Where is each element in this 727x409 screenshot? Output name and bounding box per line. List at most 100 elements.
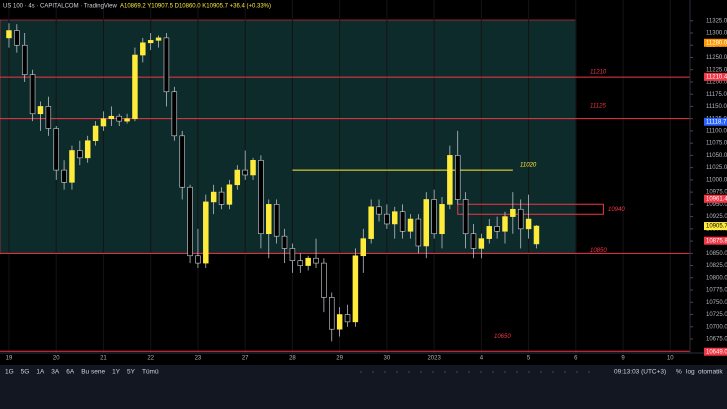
candle-body bbox=[100, 118, 107, 127]
log-toggle[interactable]: log bbox=[686, 369, 695, 376]
candle-body bbox=[132, 54, 138, 119]
candle-body bbox=[329, 297, 335, 330]
range-button[interactable]: 1G bbox=[5, 369, 14, 376]
x-tick-label: 9 bbox=[621, 356, 625, 362]
candle-body bbox=[289, 248, 296, 261]
range-button[interactable]: 1Y bbox=[112, 369, 121, 376]
price-label-bg bbox=[704, 38, 727, 47]
candle-body bbox=[53, 128, 59, 171]
y-tick-label: 10975.0 bbox=[706, 190, 727, 196]
toolbar bbox=[0, 365, 727, 409]
x-tick-label: 6 bbox=[574, 356, 578, 362]
candle-body bbox=[533, 225, 540, 245]
ohlc: A10869.2 Y10907.5 D10860.0 K10905.7 +36.… bbox=[120, 4, 271, 10]
candle-body bbox=[344, 314, 351, 323]
price-label: 11210.4 bbox=[706, 74, 727, 80]
x-tick-label: 2023 bbox=[427, 356, 441, 362]
candle-body bbox=[210, 191, 217, 203]
price-label-bg bbox=[704, 117, 727, 126]
candle-body bbox=[77, 150, 83, 159]
price-label-bg bbox=[704, 194, 727, 203]
y-tick-label: 10775.0 bbox=[706, 288, 727, 294]
candle-body bbox=[250, 159, 256, 176]
candle-body bbox=[447, 155, 453, 205]
candle-body bbox=[140, 42, 146, 56]
range-button[interactable]: Bu sene bbox=[81, 369, 105, 376]
candle-body bbox=[61, 169, 67, 183]
price-label: 10961.4 bbox=[706, 196, 727, 202]
candle-body bbox=[462, 199, 469, 235]
candle-body bbox=[266, 204, 272, 235]
toolbar-items: 09:13:03 (UTC+3) % log otomatik 1G 5G 1A 3A… bbox=[5, 369, 723, 376]
range-button[interactable]: 1A bbox=[36, 369, 45, 376]
price-label: 10649.0 bbox=[706, 349, 727, 355]
x-tick-label: 23 bbox=[195, 356, 202, 362]
candle-body bbox=[313, 257, 319, 264]
candle-body bbox=[273, 204, 280, 237]
candle-body bbox=[360, 238, 367, 257]
candle-body bbox=[45, 106, 52, 129]
candle-body bbox=[399, 211, 406, 232]
candle-body bbox=[6, 30, 12, 39]
clock: 09:13:03 (UTC+3) bbox=[614, 369, 666, 376]
y-tick-label: 10700.0 bbox=[706, 324, 727, 330]
x-tick-label: 21 bbox=[100, 356, 107, 362]
candle-body bbox=[187, 186, 193, 257]
candle-body bbox=[384, 213, 390, 225]
y-tick-label: 10825.0 bbox=[706, 263, 727, 269]
candle-body bbox=[163, 37, 170, 93]
x-tick-label: 22 bbox=[147, 356, 154, 362]
price-label-bg bbox=[704, 236, 727, 245]
y-tick-label: 10925.0 bbox=[706, 214, 727, 220]
x-tick-label: 4 bbox=[480, 356, 484, 362]
candle-body bbox=[147, 40, 154, 44]
range-button[interactable]: 5G bbox=[21, 369, 30, 376]
candle-body bbox=[297, 260, 304, 266]
candle-body bbox=[37, 106, 44, 115]
y-tick-label: 11175.0 bbox=[706, 92, 727, 98]
candle-body bbox=[502, 216, 508, 232]
percent-toggle[interactable]: % bbox=[676, 369, 682, 376]
candle-body bbox=[439, 204, 445, 235]
y-tick-label: 11250.0 bbox=[706, 55, 727, 61]
candle-body bbox=[478, 238, 485, 249]
auto-toggle[interactable]: otomatik bbox=[698, 369, 723, 376]
candle-body bbox=[179, 135, 185, 188]
range-button[interactable]: Tümü bbox=[142, 369, 159, 376]
x-tick-label: 20 bbox=[53, 356, 60, 362]
candle-body bbox=[423, 199, 429, 247]
candle-body bbox=[517, 208, 524, 230]
candle-body bbox=[29, 74, 36, 115]
y-tick-label: 10750.0 bbox=[706, 300, 727, 306]
candle-body bbox=[305, 257, 311, 266]
y-tick-label: 11225.0 bbox=[706, 67, 727, 73]
candle-body bbox=[258, 159, 264, 235]
y-tick-label: 11000.0 bbox=[706, 177, 727, 183]
x-tick-label: 30 bbox=[384, 356, 391, 362]
range-button[interactable]: 5Y bbox=[127, 369, 136, 376]
candle-body bbox=[116, 115, 122, 122]
y-tick-label: 10800.0 bbox=[706, 275, 727, 281]
candle-body bbox=[415, 218, 422, 247]
candle-body bbox=[525, 218, 532, 230]
level-label: 11020 bbox=[520, 163, 537, 169]
price-label: 10905.7 bbox=[706, 224, 727, 230]
candle-body bbox=[226, 184, 233, 205]
candle-body bbox=[171, 91, 178, 137]
candle-body bbox=[486, 226, 492, 239]
candle-body bbox=[234, 169, 241, 186]
x-tick-label: 27 bbox=[242, 356, 249, 362]
candle-body bbox=[470, 233, 477, 249]
zone bbox=[0, 19, 577, 254]
level-box bbox=[457, 203, 604, 215]
candle-body bbox=[195, 255, 201, 264]
candle-body bbox=[321, 262, 327, 298]
y-tick-label: 11075.0 bbox=[706, 141, 727, 147]
price-label: 10875.8 bbox=[706, 238, 727, 244]
x-tick-label: 28 bbox=[289, 356, 296, 362]
y-tick-label: 11100.0 bbox=[706, 128, 727, 134]
range-button[interactable]: 3A bbox=[51, 369, 60, 376]
candle-body bbox=[392, 211, 398, 225]
range-button[interactable]: 6A bbox=[66, 369, 75, 376]
